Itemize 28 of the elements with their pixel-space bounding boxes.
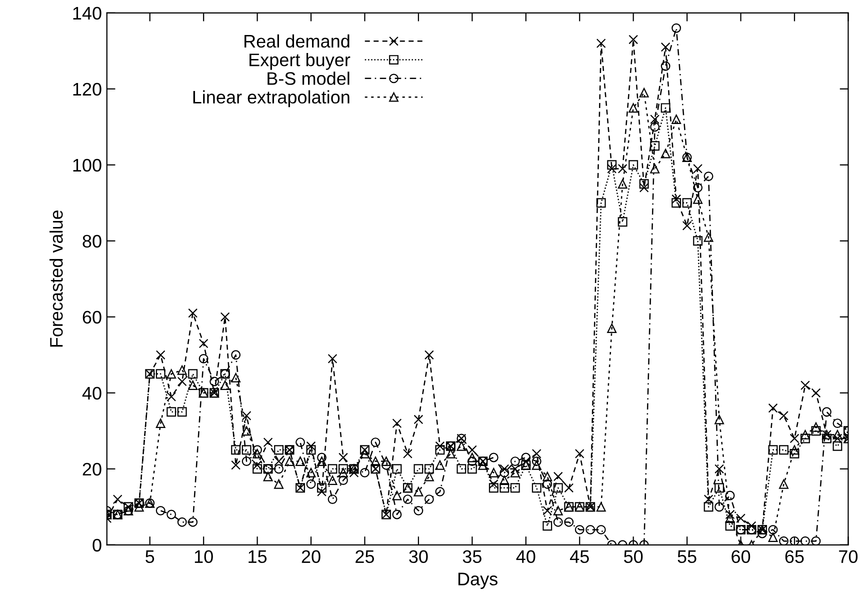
x-tick-label: 5: [146, 550, 154, 564]
x-tick-label: 60: [732, 550, 750, 564]
legend-label: Linear extrapolation: [193, 90, 350, 108]
x-tick-label: 40: [516, 550, 536, 564]
x-tick-label: 15: [248, 550, 267, 564]
y-tick-label: 40: [82, 386, 102, 400]
legend-label: B-S model: [268, 72, 350, 85]
x-tick-label: 50: [624, 550, 643, 564]
y-axis-title: Forecasted value: [50, 210, 63, 347]
x-axis-title: Days: [458, 572, 498, 589]
x-tick-label: 65: [785, 550, 804, 564]
legend-label: Real demand: [244, 34, 350, 48]
x-tick-label: 45: [570, 550, 589, 564]
y-tick-label: 140: [73, 6, 102, 20]
y-tick-label: 0: [92, 538, 102, 552]
x-tick-label: 55: [678, 550, 696, 564]
y-tick-label: 120: [73, 82, 102, 96]
x-tick-label: 25: [356, 550, 374, 564]
x-tick-label: 30: [409, 550, 428, 564]
y-tick-label: 20: [82, 462, 102, 476]
x-tick-label: 20: [302, 550, 320, 564]
y-tick-label: 80: [82, 234, 102, 248]
y-tick-label: 60: [82, 310, 102, 324]
y-tick-label: 100: [73, 158, 102, 172]
x-tick-label: 10: [194, 550, 213, 564]
x-tick-label: 70: [839, 550, 858, 564]
x-tick-label: 35: [462, 550, 482, 564]
legend-label: Expert buyer: [250, 53, 350, 70]
